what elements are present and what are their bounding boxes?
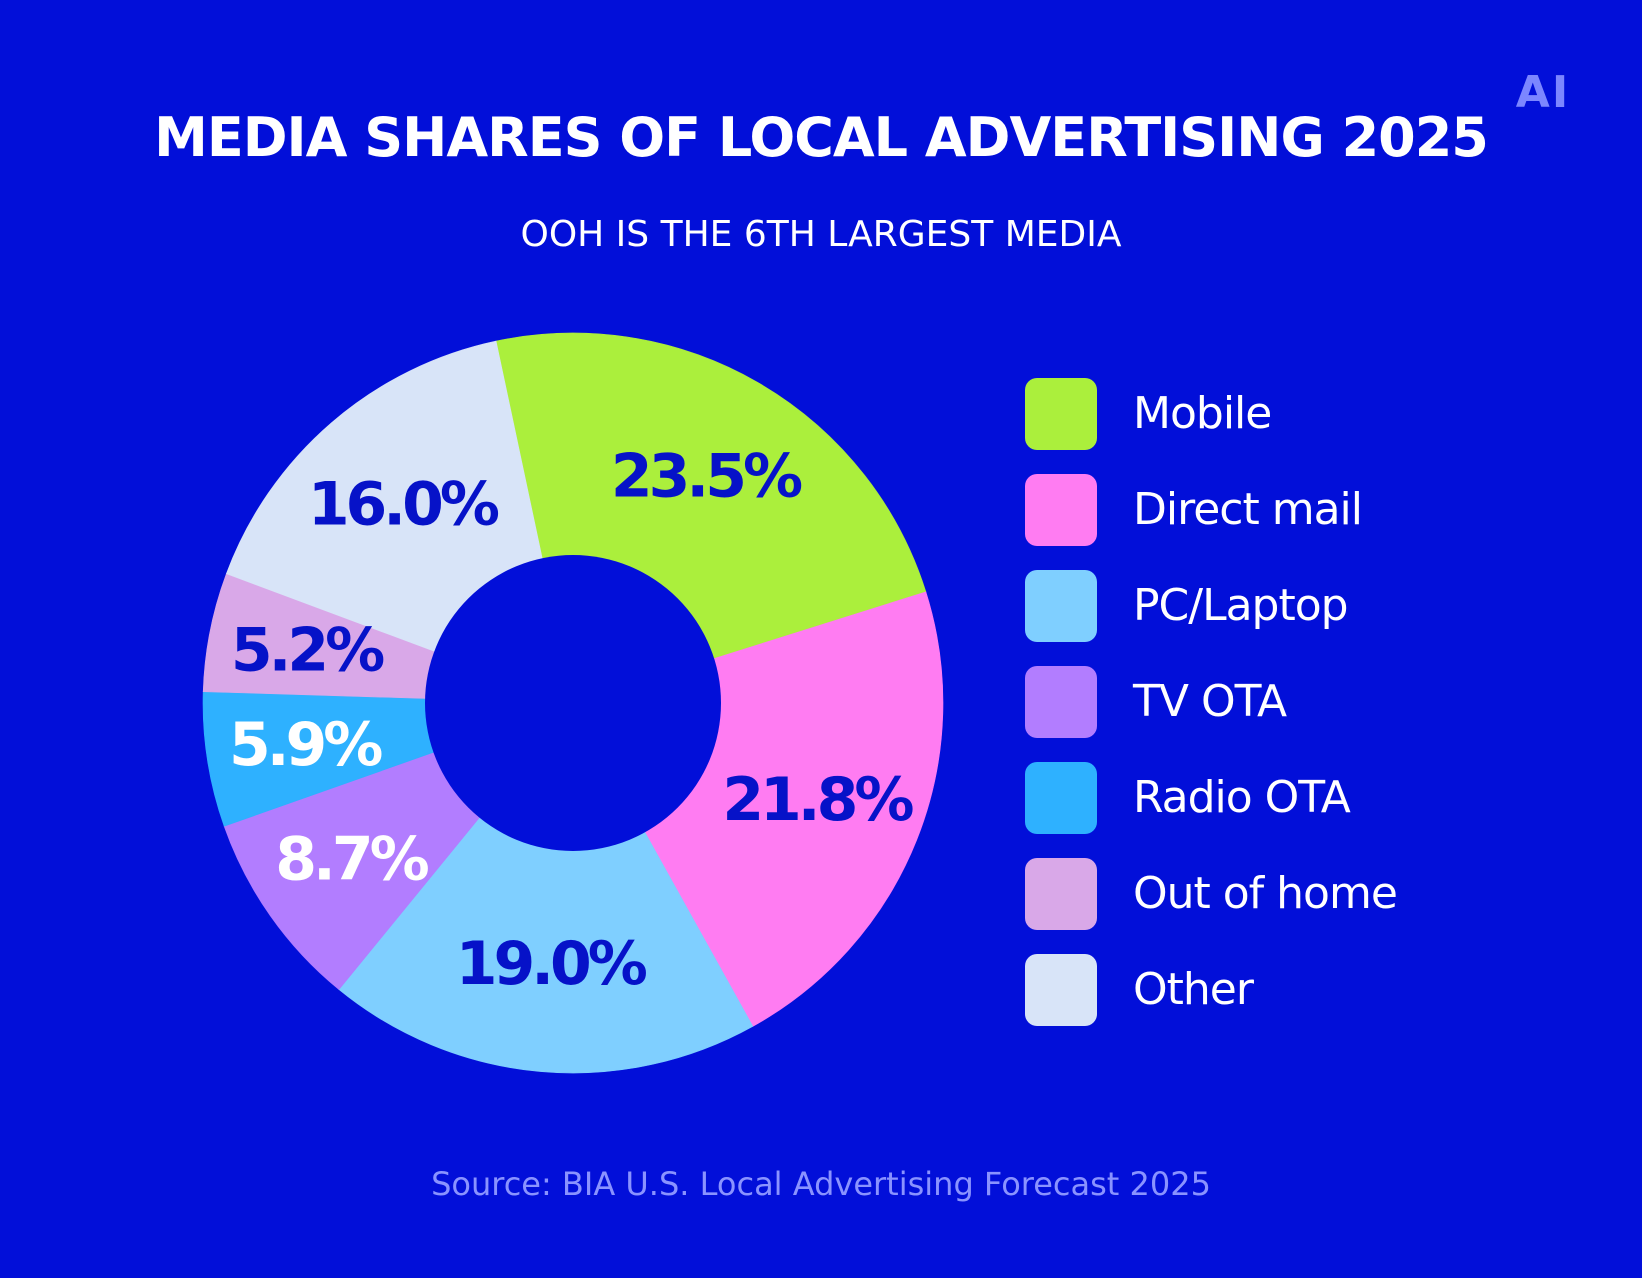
slice-label-radio-ota: 5.9%	[229, 710, 382, 780]
slice-label-mobile: 23.5%	[611, 442, 802, 512]
legend-label-mobile: Mobile	[1133, 388, 1272, 439]
slice-label-other: 16.0%	[308, 470, 499, 540]
legend-item-pc-laptop: PC/Laptop	[1025, 570, 1585, 642]
legend-item-radio-ota: Radio OTA	[1025, 762, 1585, 834]
legend-swatch-radio-ota	[1025, 762, 1097, 834]
chart-title: MEDIA SHARES OF LOCAL ADVERTISING 2025	[154, 106, 1489, 169]
legend-label-radio-ota: Radio OTA	[1133, 772, 1351, 823]
legend-item-out-of-home: Out of home	[1025, 858, 1585, 930]
slice-label-pc-laptop: 19.0%	[456, 929, 647, 999]
legend-item-other: Other	[1025, 954, 1585, 1026]
legend-swatch-tv-ota	[1025, 666, 1097, 738]
legend-label-pc-laptop: PC/Laptop	[1133, 580, 1349, 631]
legend-label-other: Other	[1133, 964, 1254, 1015]
slice-pc-laptop	[338, 702, 754, 1074]
legend-item-mobile: Mobile	[1025, 378, 1585, 450]
legend: Mobile Direct mail PC/Laptop TV OTA Radio OT…	[1025, 378, 1585, 1050]
slice-labels: 23.5% 21.8% 19.0% 8.7% 5.9% 5.2% 16.0%	[229, 442, 917, 999]
legend-item-direct-mail: Direct mail	[1025, 474, 1585, 546]
legend-swatch-mobile	[1025, 378, 1097, 450]
slice-label-direct-mail: 21.8%	[722, 765, 913, 835]
source-note: Source: BIA U.S. Local Advertising Forec…	[431, 1165, 1211, 1203]
legend-swatch-pc-laptop	[1025, 570, 1097, 642]
legend-label-direct-mail: Direct mail	[1133, 484, 1363, 535]
donut-hole	[425, 555, 721, 851]
slice-label-tv-ota: 8.7%	[275, 824, 428, 894]
legend-label-out-of-home: Out of home	[1133, 868, 1398, 919]
legend-item-tv-ota: TV OTA	[1025, 666, 1585, 738]
legend-label-tv-ota: TV OTA	[1133, 676, 1287, 727]
slice-label-out-of-home: 5.2%	[231, 616, 384, 686]
legend-swatch-direct-mail	[1025, 474, 1097, 546]
legend-swatch-other	[1025, 954, 1097, 1026]
brand-logo: AI	[1515, 67, 1571, 118]
chart-subtitle: OOH IS THE 6TH LARGEST MEDIA	[520, 214, 1122, 255]
legend-swatch-out-of-home	[1025, 858, 1097, 930]
